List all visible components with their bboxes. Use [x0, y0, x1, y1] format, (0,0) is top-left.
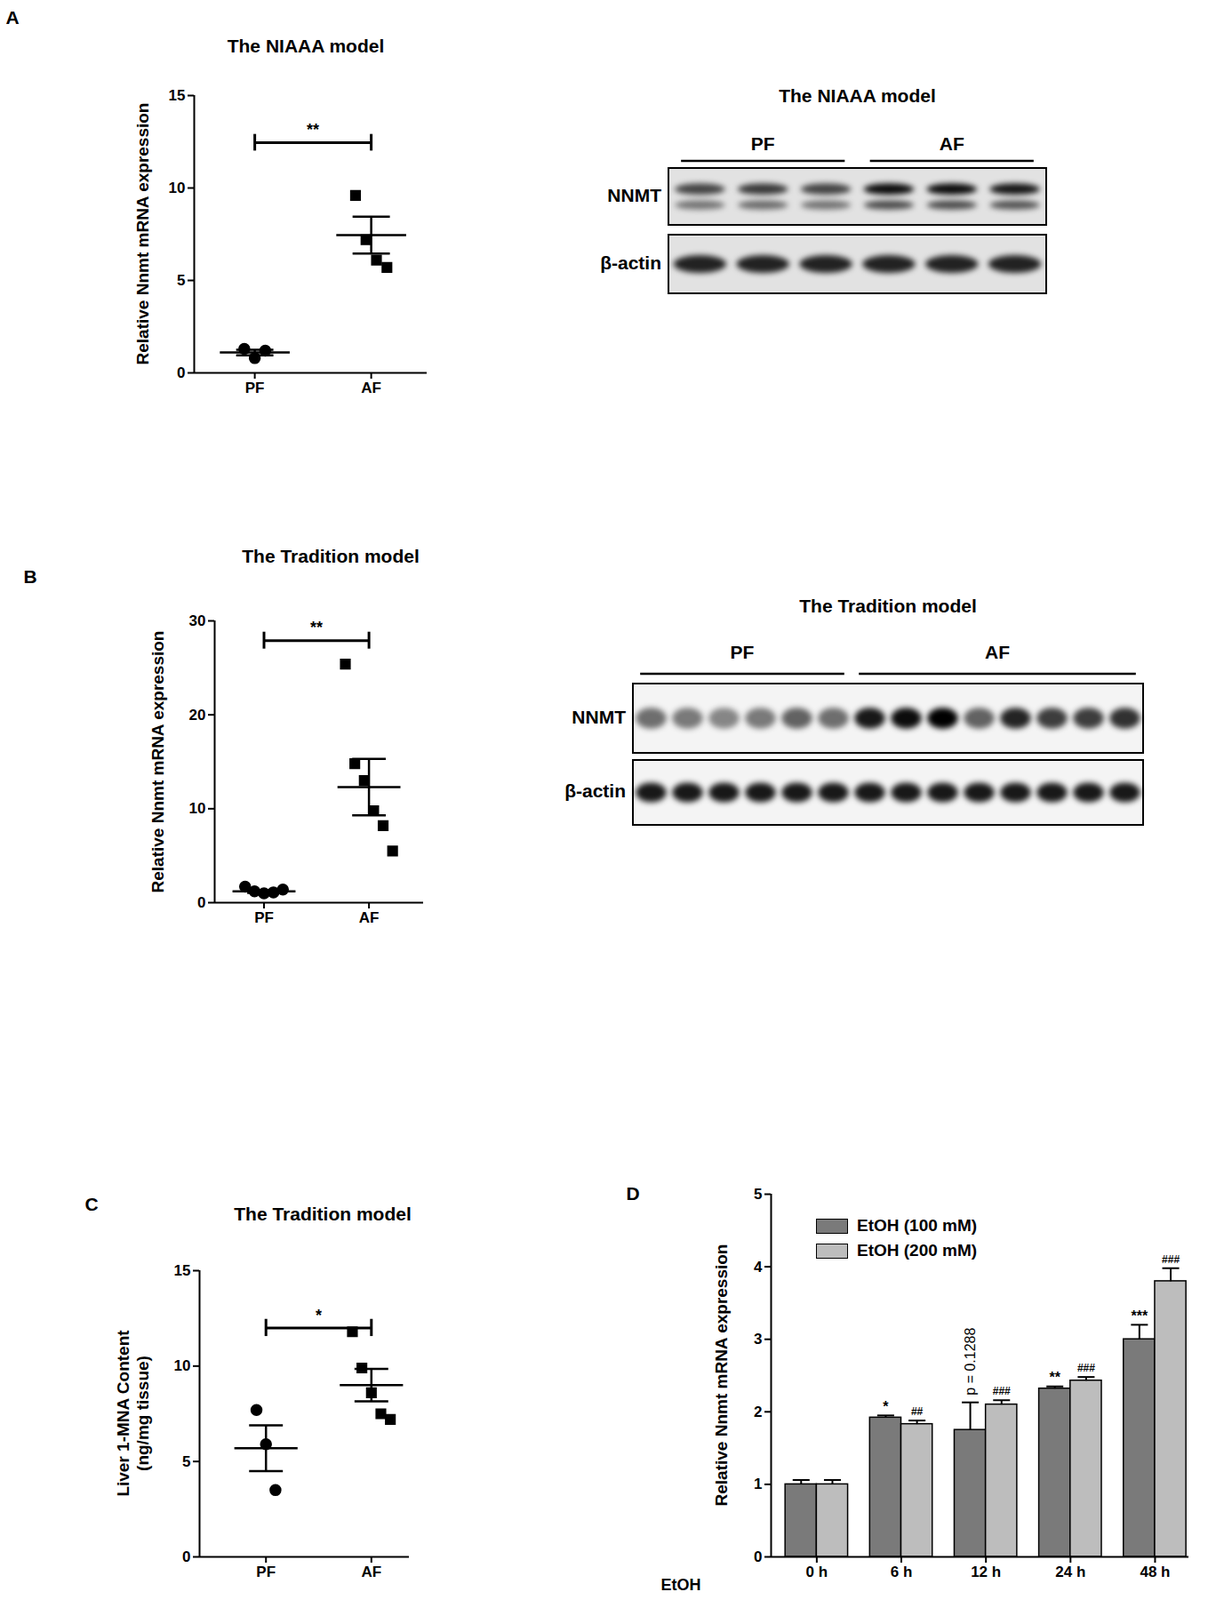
svg-text:0 h: 0 h: [806, 1563, 829, 1581]
svg-text:10: 10: [168, 179, 186, 197]
svg-text:PF: PF: [730, 641, 755, 663]
svg-text:15: 15: [174, 1262, 192, 1280]
svg-text:PF: PF: [254, 909, 274, 927]
svg-text:**: **: [1048, 1369, 1061, 1385]
svg-text:PF: PF: [245, 379, 265, 397]
svg-text:PF: PF: [751, 133, 776, 154]
svg-text:AF: AF: [360, 1563, 382, 1581]
svg-text:5: 5: [182, 1453, 191, 1471]
html-text:The Tradition model: The Tradition model: [233, 1203, 412, 1224]
svg-text:The NIAAA model: The NIAAA model: [778, 85, 936, 106]
svg-text:***: ***: [1130, 1308, 1148, 1324]
html-text:Relative Nnmt mRNA expression: Relative Nnmt mRNA expression: [133, 102, 153, 365]
svg-text:30: 30: [189, 612, 207, 630]
html-text:The NIAAA model: The NIAAA model: [227, 35, 385, 56]
html-text:(ng/mg tissue): (ng/mg tissue): [133, 1355, 152, 1472]
svg-text:β-actin: β-actin: [564, 780, 626, 801]
html-text:A: A: [5, 7, 20, 28]
svg-text:##: ##: [911, 1405, 924, 1418]
html-text:Relative Nnmt mRNA expression: Relative Nnmt mRNA expression: [712, 1244, 731, 1507]
svg-text:0: 0: [182, 1548, 191, 1566]
svg-text:5: 5: [176, 272, 185, 289]
svg-text:AF: AF: [939, 133, 965, 154]
svg-text:24 h: 24 h: [1055, 1563, 1086, 1581]
svg-text:*: *: [882, 1399, 889, 1415]
svg-text:3: 3: [753, 1330, 762, 1348]
svg-text:48 h: 48 h: [1139, 1563, 1170, 1581]
svg-text:10: 10: [189, 800, 207, 817]
svg-text:20: 20: [189, 706, 207, 724]
svg-text:**: **: [310, 618, 323, 637]
svg-text:###: ###: [992, 1384, 1011, 1398]
svg-text:β-actin: β-actin: [600, 252, 662, 273]
svg-text:NNMT: NNMT: [571, 706, 626, 728]
svg-text:0: 0: [176, 364, 185, 382]
html-text:EtOH: EtOH: [660, 1575, 701, 1594]
svg-text:AF: AF: [360, 379, 382, 397]
html-text:Liver 1-MNA Content: Liver 1-MNA Content: [113, 1330, 133, 1497]
html-text:C: C: [84, 1193, 99, 1215]
svg-text:AF: AF: [359, 909, 380, 927]
html-text:B: B: [23, 566, 37, 587]
svg-text:1: 1: [753, 1475, 762, 1493]
svg-text:2: 2: [753, 1403, 762, 1421]
svg-text:6 h: 6 h: [890, 1563, 913, 1581]
svg-text:The Tradition model: The Tradition model: [799, 595, 977, 616]
svg-text:10: 10: [174, 1357, 192, 1375]
svg-text:NNMT: NNMT: [607, 184, 662, 206]
svg-text:p = 0.1288: p = 0.1288: [962, 1328, 978, 1396]
svg-text:0: 0: [753, 1548, 762, 1566]
svg-text:AF: AF: [984, 641, 1010, 663]
svg-text:0: 0: [197, 894, 206, 912]
html-text:EtOH (200 mM): EtOH (200 mM): [856, 1240, 977, 1260]
svg-text:PF: PF: [256, 1563, 276, 1581]
html-text:Relative Nnmt mRNA expression: Relative Nnmt mRNA expression: [148, 630, 168, 893]
svg-text:###: ###: [1161, 1253, 1180, 1266]
svg-text:5: 5: [753, 1185, 762, 1203]
svg-text:12 h: 12 h: [970, 1563, 1001, 1581]
html-text:D: D: [626, 1183, 640, 1204]
svg-text:15: 15: [168, 87, 186, 104]
html-text:EtOH (100 mM): EtOH (100 mM): [856, 1216, 977, 1235]
svg-text:4: 4: [753, 1258, 763, 1276]
svg-text:**: **: [306, 120, 320, 139]
svg-text:###: ###: [1077, 1361, 1096, 1375]
svg-text:*: *: [315, 1306, 322, 1325]
html-text:The Tradition model: The Tradition model: [241, 545, 420, 567]
